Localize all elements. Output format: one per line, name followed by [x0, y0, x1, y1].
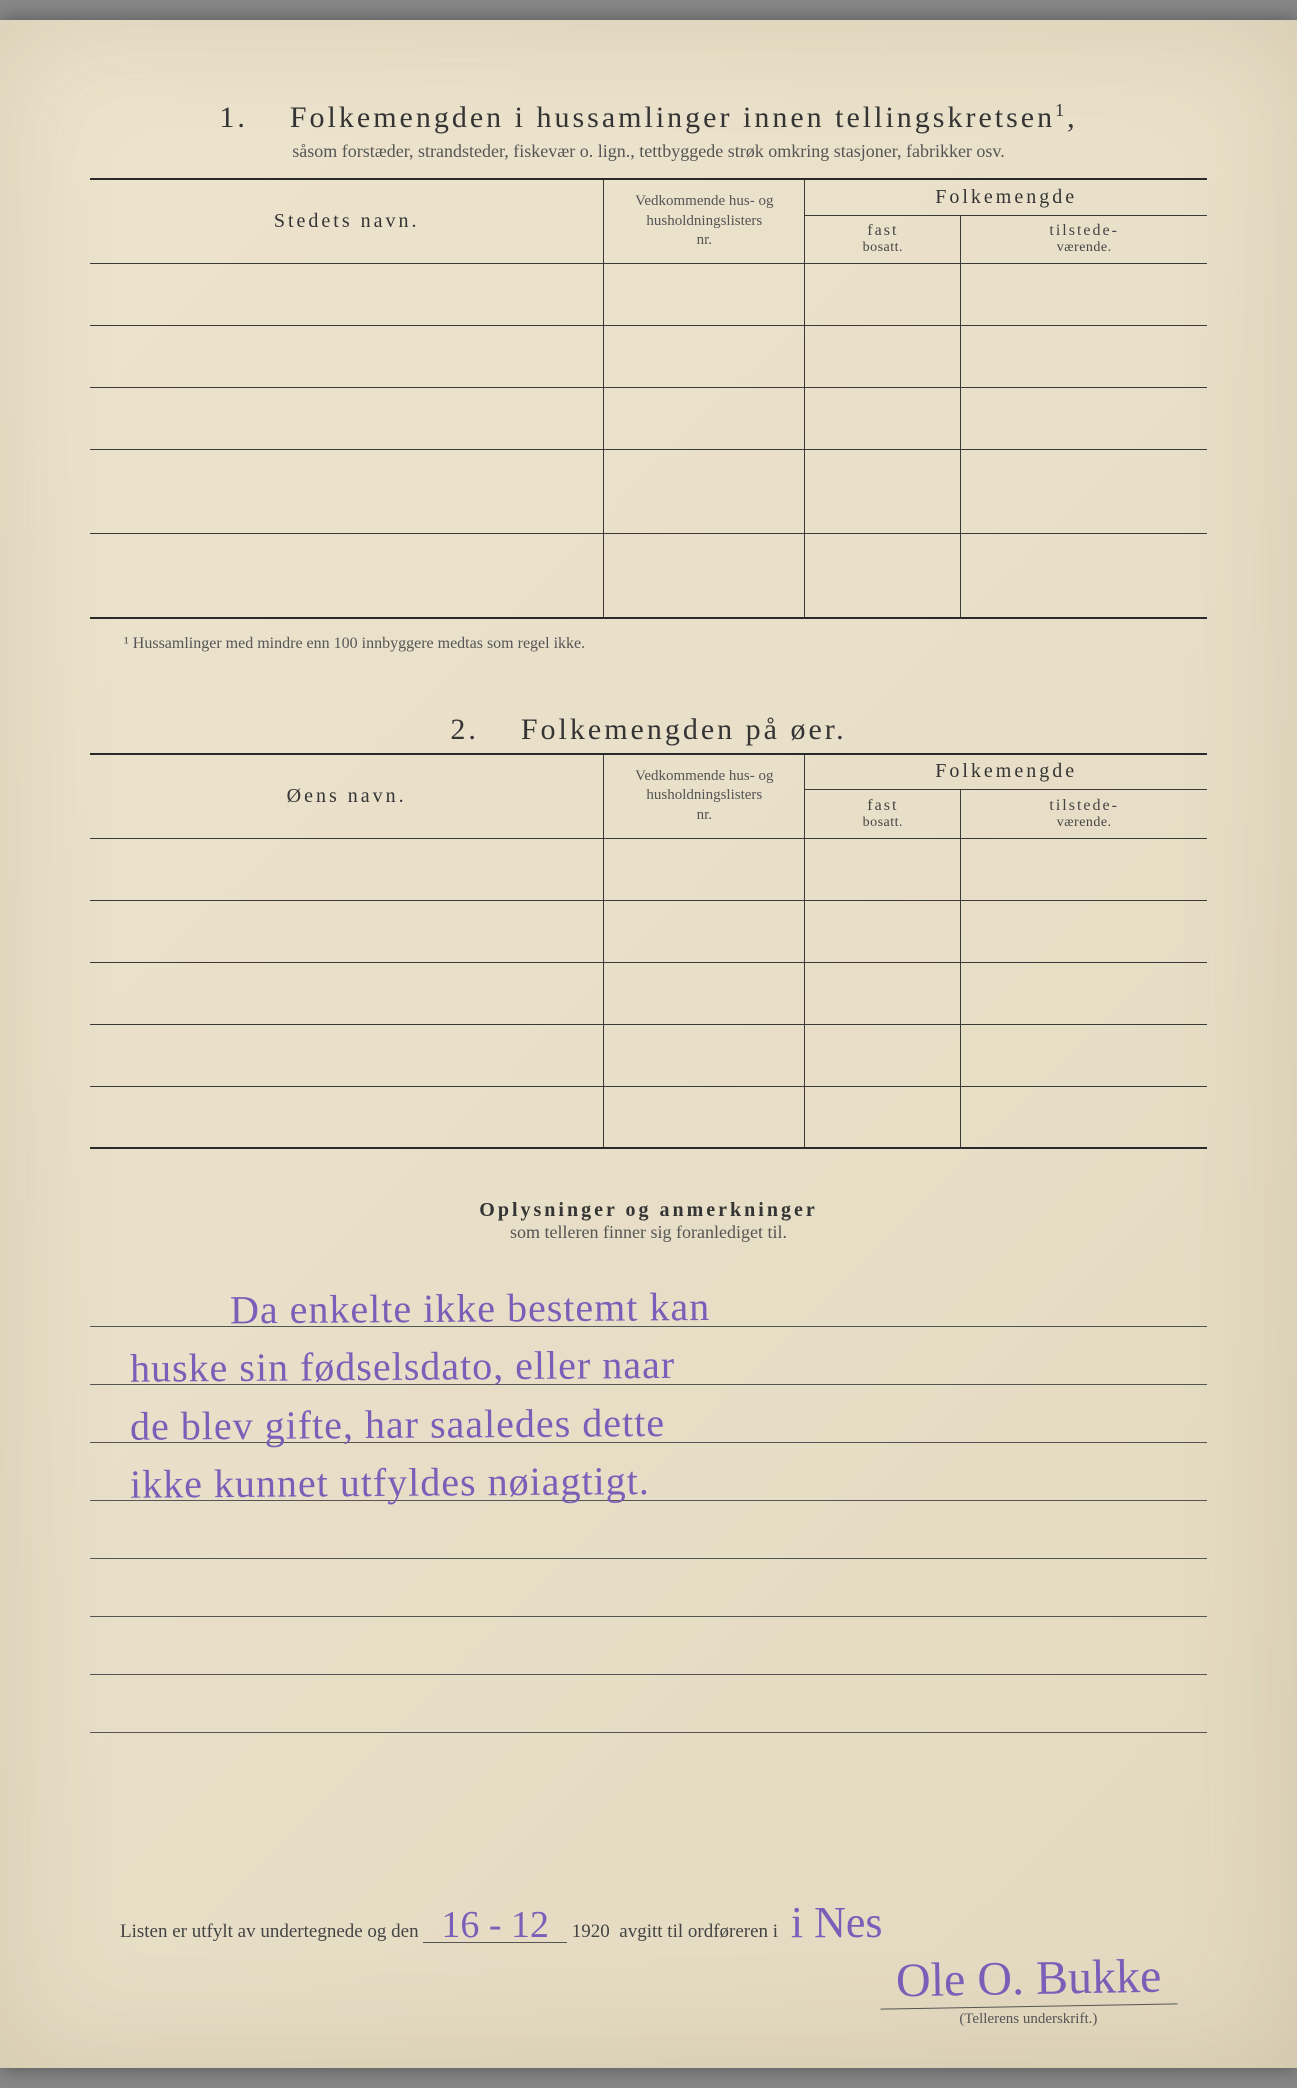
fast-label: fast — [867, 222, 898, 239]
col-oens-navn: Øens navn. — [90, 754, 604, 839]
section2-title-text: Folkemengden på øer. — [521, 713, 847, 746]
fast2-sub: bosatt. — [809, 815, 956, 831]
table-row — [90, 534, 1207, 618]
fast-sub: bosatt. — [809, 240, 956, 256]
col-folkemengde: Folkemengde — [805, 179, 1207, 215]
ruled-line: ikke kunnet utfyldes nøiagtigt. — [90, 1443, 1207, 1501]
vedk-l3: nr. — [697, 232, 712, 248]
footer-place: i Nes — [791, 1897, 883, 1948]
vedk2-l1: Vedkommende hus- og — [635, 768, 773, 784]
section1-title-text: Folkemengden i hussamlinger innen tellin… — [290, 101, 1055, 134]
footer-mid: avgitt til ordføreren i — [619, 1921, 778, 1942]
tilst-label: tilstede- — [1049, 222, 1119, 239]
col-fast-2: fast bosatt. — [805, 790, 961, 838]
tilst2-label: tilstede- — [1049, 797, 1119, 814]
col-folkemengde-2: Folkemengde — [805, 754, 1207, 790]
col-stedets-navn: Stedets navn. — [90, 179, 604, 264]
tilst-sub: værende. — [965, 240, 1203, 256]
table-hussamlinger: Stedets navn. Vedkommende hus- og hushol… — [90, 178, 1207, 619]
section1-subtitle: såsom forstæder, strandsteder, fiskevær … — [90, 141, 1207, 162]
footer-date: 16 - 12 — [423, 1908, 567, 1943]
table-oer: Øens navn. Vedkommende hus- og husholdni… — [90, 753, 1207, 1150]
handwritten-note: Da enkelte ikke bestemt kan — [230, 1280, 1187, 1334]
ruled-line: Da enkelte ikke bestemt kan — [90, 1269, 1207, 1327]
ruled-line: de blev gifte, har saaledes dette — [90, 1385, 1207, 1443]
vedk-l2: husholdningslisters — [646, 213, 762, 229]
ruled-line — [90, 1675, 1207, 1733]
section2-title: 2. Folkemengden på øer. — [90, 713, 1207, 747]
signature: Ole O. Bukke — [879, 1948, 1177, 2009]
table-row — [90, 326, 1207, 388]
section1-sup: 1 — [1055, 100, 1067, 120]
section-oer: 2. Folkemengden på øer. Øens navn. Vedko… — [90, 713, 1207, 1150]
table-row — [90, 838, 1207, 900]
col-tilstede-2: tilstede- værende. — [961, 790, 1207, 838]
ruled-lines: Da enkelte ikke bestemt kan huske sin fø… — [90, 1269, 1207, 1733]
tilst2-sub: værende. — [965, 815, 1203, 831]
table-row — [90, 962, 1207, 1024]
col-tilstede: tilstede- værende. — [961, 215, 1207, 263]
table-row — [90, 1024, 1207, 1086]
footer-year: 1920 — [572, 1921, 610, 1942]
col-vedkommende: Vedkommende hus- og husholdningslisters … — [604, 179, 805, 264]
table-row — [90, 900, 1207, 962]
table-row — [90, 1086, 1207, 1148]
handwritten-note: huske sin fødselsdato, eller naar — [130, 1337, 1187, 1391]
section1-title: 1. Folkemengden i hussamlinger innen tel… — [90, 100, 1207, 135]
col-vedkommende-2: Vedkommende hus- og husholdningslisters … — [604, 754, 805, 839]
table-row — [90, 264, 1207, 326]
footer-pre: Listen er utfylt av undertegnede og den — [120, 1921, 419, 1942]
table-row — [90, 388, 1207, 450]
ruled-line: huske sin fødselsdato, eller naar — [90, 1327, 1207, 1385]
table-row — [90, 450, 1207, 534]
signature-block: Ole O. Bukke (Tellerens underskrift.) — [880, 1951, 1177, 2028]
document-page: 1. Folkemengden i hussamlinger innen tel… — [0, 20, 1297, 2068]
vedk-l1: Vedkommende hus- og — [635, 193, 773, 209]
handwritten-note: de blev gifte, har saaledes dette — [130, 1395, 1187, 1449]
fast2-label: fast — [867, 797, 898, 814]
vedk2-l3: nr. — [697, 807, 712, 823]
notes-title: Oplysninger og anmerkninger — [90, 1199, 1207, 1222]
footer-line: Listen er utfylt av undertegnede og den … — [120, 1897, 1177, 1948]
ruled-line — [90, 1559, 1207, 1617]
notes-subtitle: som telleren finner sig foranlediget til… — [90, 1222, 1207, 1243]
col-fast: fast bosatt. — [805, 215, 961, 263]
signature-caption: (Tellerens underskrift.) — [880, 2011, 1177, 2028]
section-notes: Oplysninger og anmerkninger som telleren… — [90, 1199, 1207, 1733]
vedk2-l2: husholdningslisters — [646, 787, 762, 803]
ruled-line — [90, 1501, 1207, 1559]
section2-number: 2. — [450, 713, 479, 746]
ruled-line — [90, 1617, 1207, 1675]
section1-footnote: ¹ Hussamlinger med mindre enn 100 innbyg… — [124, 635, 1207, 653]
section1-trailing: , — [1067, 101, 1078, 134]
section-hussamlinger: 1. Folkemengden i hussamlinger innen tel… — [90, 100, 1207, 653]
handwritten-note: ikke kunnet utfyldes nøiagtigt. — [130, 1453, 1187, 1507]
section1-number: 1. — [219, 101, 248, 134]
